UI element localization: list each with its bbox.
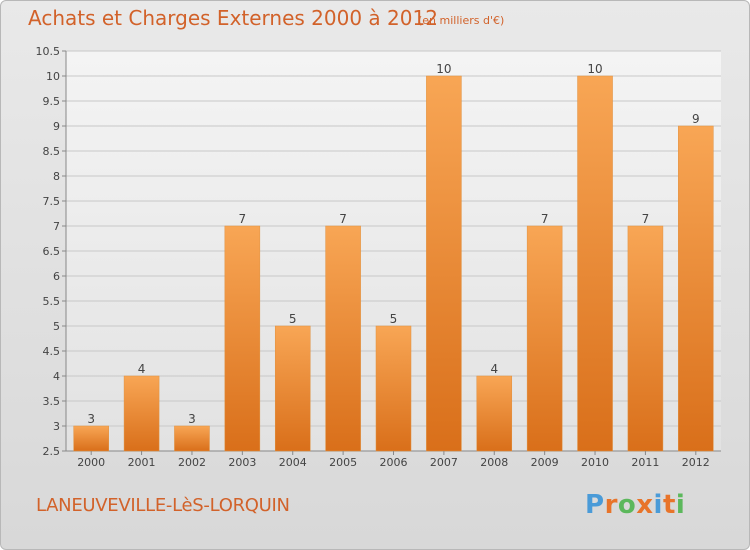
bar-2009 [526, 225, 563, 452]
data-label-2008: 4 [490, 362, 498, 376]
bar-2001 [123, 375, 160, 452]
x-tick-label-2008: 2008 [480, 456, 508, 469]
y-tick-label: 3 [53, 420, 60, 433]
y-tick-label: 4 [53, 370, 60, 383]
data-label-2004: 5 [289, 312, 297, 326]
bar-2005 [325, 225, 361, 452]
x-tick-label-2012: 2012 [682, 456, 710, 469]
y-tick-label: 10 [46, 70, 60, 83]
x-tick-label-2010: 2010 [581, 456, 609, 469]
y-tick-label: 6 [53, 270, 60, 283]
x-tick-label-2009: 2009 [531, 456, 559, 469]
y-tick-label: 6.5 [43, 245, 61, 258]
data-label-2011: 7 [642, 212, 650, 226]
y-tick-label: 7 [53, 220, 60, 233]
y-tick-label: 10.5 [36, 45, 61, 58]
data-label-2009: 7 [541, 212, 549, 226]
bar-2011 [627, 225, 664, 452]
x-tick-label-2004: 2004 [279, 456, 307, 469]
x-tick-label-2001: 2001 [128, 456, 156, 469]
data-label-2001: 4 [138, 362, 146, 376]
bar-2012 [678, 125, 714, 452]
data-label-2005: 7 [339, 212, 347, 226]
x-tick-label-2003: 2003 [228, 456, 256, 469]
bar-2004 [274, 325, 311, 452]
x-tick-label-2005: 2005 [329, 456, 357, 469]
y-tick-label: 4.5 [43, 345, 61, 358]
y-tick-label: 9.5 [43, 95, 61, 108]
logo-letter: i [653, 490, 663, 520]
y-tick-label: 3.5 [43, 395, 61, 408]
proxiti-logo: Proxiti [585, 490, 685, 520]
data-label-2002: 3 [188, 412, 196, 426]
x-tick-label-2011: 2011 [631, 456, 659, 469]
logo-letter: r [604, 490, 618, 520]
logo-letter: i [675, 490, 686, 520]
bar-2002 [174, 425, 210, 452]
data-label-2012: 9 [692, 112, 700, 126]
commune-name: LANEUVEVILLE-LèS-LORQUIN [36, 495, 290, 516]
y-tick-label: 9 [53, 120, 60, 133]
logo-letter: t [662, 490, 676, 520]
x-tick-label-2000: 2000 [77, 456, 105, 469]
x-tick-label-2007: 2007 [430, 456, 458, 469]
logo-letter: x [636, 490, 654, 520]
bar-2000 [73, 425, 109, 452]
chart-unit: (en milliers d'€) [418, 14, 505, 27]
data-label-2006: 5 [390, 312, 398, 326]
x-tick-label-2006: 2006 [380, 456, 408, 469]
bar-2006 [375, 325, 412, 452]
x-tick-label-2002: 2002 [178, 456, 206, 469]
data-label-2010: 10 [587, 62, 602, 76]
bar-2008 [476, 375, 513, 452]
bar-2003 [224, 225, 261, 452]
bar-2007 [426, 75, 462, 452]
y-tick-label: 5 [53, 320, 60, 333]
y-tick-label: 7.5 [43, 195, 61, 208]
y-tick-label: 5.5 [43, 295, 61, 308]
logo-letter: o [617, 490, 637, 520]
chart-title: Achats et Charges Externes 2000 à 2012 [28, 6, 438, 30]
logo-letter: P [585, 490, 605, 520]
data-label-2007: 10 [436, 62, 451, 76]
data-label-2000: 3 [87, 412, 95, 426]
bar-2010 [577, 75, 613, 452]
data-label-2003: 7 [239, 212, 247, 226]
y-tick-label: 8 [53, 170, 60, 183]
y-tick-label: 2.5 [43, 445, 61, 458]
y-tick-label: 8.5 [43, 145, 61, 158]
